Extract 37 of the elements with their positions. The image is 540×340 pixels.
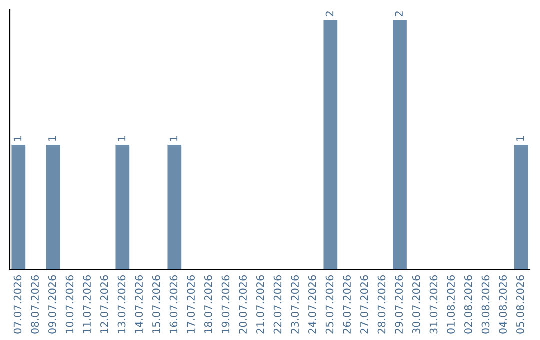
x-tick-label: 24.07.2026 [308, 276, 316, 334]
x-tick-label: 11.07.2026 [83, 276, 92, 334]
x-tick-label: 12.07.2026 [100, 276, 108, 334]
x-tick-label: 30.07.2026 [412, 276, 420, 334]
x-tick-label: 31.07.2026 [430, 276, 438, 334]
x-tick-label: 21.07.2026 [256, 276, 264, 334]
x-tick-label: 01.08.2026 [447, 276, 456, 334]
x-tick-label: 22.07.2026 [274, 276, 282, 334]
data-label: 1 [118, 136, 126, 142]
x-tick-label: 16.07.2026 [170, 276, 178, 334]
x-tick-label: 29.07.2026 [395, 276, 404, 334]
x-tick-label: 26.07.2026 [343, 276, 352, 334]
data-label: 1 [170, 136, 178, 142]
x-tick-label: 02.08.2026 [464, 276, 472, 334]
x-tick-label: 25.07.2026 [326, 276, 334, 334]
x-tick-label: 07.07.2026 [14, 276, 22, 334]
x-tick-label: 15.07.2026 [152, 276, 160, 334]
data-label: 2 [326, 12, 334, 16]
x-tick-label: 05.08.2026 [516, 276, 524, 334]
x-tick-label: 23.07.2026 [291, 276, 300, 334]
x-tick-label: 10.07.2026 [66, 276, 74, 334]
x-tick-label: 13.07.2026 [118, 276, 126, 334]
x-tick-label: 19.07.2026 [222, 276, 230, 334]
x-tick-label: 28.07.2026 [378, 276, 386, 334]
x-tick-label: 08.07.2026 [31, 276, 40, 334]
x-tick-label: 18.07.2026 [204, 276, 212, 334]
x-tick-label: 09.07.2026 [48, 276, 56, 334]
x-tick-label: 14.07.2026 [135, 276, 144, 334]
x-tick-label: 03.08.2026 [482, 276, 490, 334]
data-label: 1 [516, 136, 524, 142]
x-tick-label: 17.07.2026 [187, 276, 196, 334]
x-tick-label: 20.07.2026 [239, 276, 248, 334]
data-label: 2 [395, 12, 403, 16]
x-tick-label: 27.07.2026 [360, 276, 368, 334]
data-label: 1 [14, 136, 22, 142]
x-tick-label: 04.08.2026 [499, 276, 508, 334]
data-label: 1 [48, 136, 56, 142]
